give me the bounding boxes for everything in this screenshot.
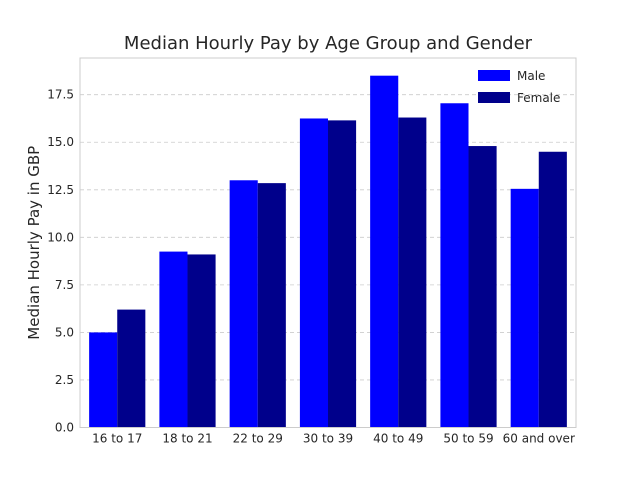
male-bar [370, 75, 399, 428]
legend-label: Female [517, 91, 560, 105]
y-ticks: 0.0 2.5 5.0 7.5 10.0 12.5 15.0 17.5 [47, 88, 74, 435]
x-tick-label: 16 to 17 [92, 432, 142, 446]
female-bar [398, 117, 427, 428]
female-bar [187, 254, 216, 428]
x-tick-label: 18 to 21 [162, 432, 212, 446]
female-bar [328, 120, 357, 428]
x-tick-label: 40 to 49 [373, 432, 423, 446]
y-tick-label: 2.5 [55, 373, 74, 387]
y-tick-label: 7.5 [55, 278, 74, 292]
female-bar [468, 146, 497, 428]
male-bar [229, 180, 258, 428]
y-tick-label: 5.0 [55, 325, 74, 339]
male-bar [159, 251, 188, 428]
bars [89, 75, 567, 428]
chart-title: Median Hourly Pay by Age Group and Gende… [124, 33, 533, 54]
y-tick-label: 10.0 [47, 230, 74, 244]
female-bar [117, 309, 146, 428]
y-tick-label: 15.0 [47, 135, 74, 149]
x-tick-label: 50 to 59 [443, 432, 493, 446]
female-bar [257, 183, 286, 428]
female-bar [538, 151, 567, 428]
legend-swatch [478, 70, 510, 81]
male-bar [89, 332, 118, 428]
y-tick-label: 12.5 [47, 183, 74, 197]
y-tick-label: 17.5 [47, 88, 74, 102]
legend-swatch [478, 92, 510, 103]
y-tick-label: 0.0 [55, 421, 74, 435]
male-bar [510, 188, 539, 428]
x-ticks: 16 to 17 18 to 21 22 to 29 30 to 39 40 to 49… [92, 432, 575, 446]
male-bar [440, 103, 469, 428]
x-tick-label: 30 to 39 [303, 432, 353, 446]
x-tick-label: 22 to 29 [233, 432, 283, 446]
plot-frame [79, 57, 577, 428]
male-bar [299, 118, 328, 428]
y-axis-label: Median Hourly Pay in GBP [25, 146, 43, 340]
x-tick-label: 60 and over [503, 432, 575, 446]
legend-label: Male [517, 69, 545, 83]
legend: Male Female [478, 69, 560, 105]
